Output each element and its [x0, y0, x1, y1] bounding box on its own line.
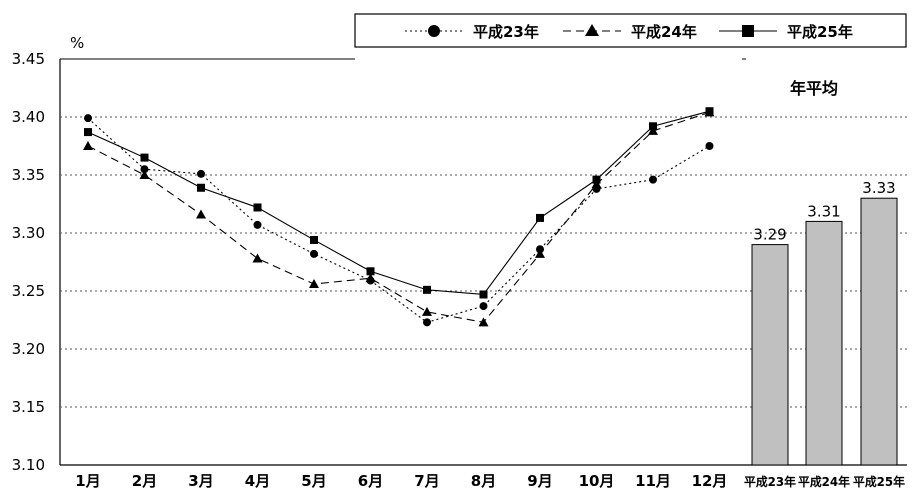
bar-value-label: 3.29 [753, 226, 786, 244]
data-point [705, 142, 714, 150]
data-point [536, 213, 544, 222]
data-point [366, 267, 375, 276]
x-tick-label: 9月 [527, 472, 552, 490]
data-point [197, 183, 205, 192]
data-point [83, 141, 93, 150]
data-point [423, 318, 431, 327]
legend-marker [585, 24, 599, 36]
y-tick-label: 3.25 [12, 282, 45, 300]
bar [860, 197, 898, 466]
data-point [535, 248, 545, 258]
y-axis-unit: % [70, 34, 84, 52]
legend-label: 平成24年 [631, 23, 697, 41]
bar-category-label: 平成23年 [744, 474, 796, 489]
data-point [140, 153, 149, 162]
x-tick-label: 1月 [75, 472, 100, 490]
x-tick-label: 2月 [132, 472, 157, 490]
data-point [309, 279, 319, 289]
x-tick-label: 6月 [358, 472, 383, 490]
annual-average-title: 年平均 [790, 79, 838, 98]
data-point [84, 128, 92, 137]
data-point [310, 235, 318, 244]
legend-label: 平成23年 [473, 23, 539, 41]
data-point [479, 302, 488, 311]
data-point [196, 209, 206, 219]
annual-average-bars: 3.29 平成23年 3.31 平成24年 3.33 平成25年 [744, 179, 905, 489]
data-point [253, 220, 262, 229]
data-point [591, 179, 602, 189]
y-axis: 3.45 3.40 3.35 3.30 3.25 3.20 3.15 3.10 [12, 50, 45, 474]
series-line [87, 117, 710, 323]
x-tick-label: 4月 [245, 472, 270, 490]
bar-category-label: 平成25年 [853, 474, 905, 489]
data-point [649, 175, 657, 184]
x-tick-label: 11月 [635, 472, 671, 490]
y-tick-label: 3.40 [12, 108, 45, 126]
data-point [478, 317, 489, 327]
data-point [140, 165, 149, 174]
bar [751, 244, 789, 466]
x-tick-label: 8月 [471, 472, 496, 490]
data-point [423, 285, 431, 294]
data-point [479, 290, 488, 299]
x-tick-label: 3月 [188, 472, 213, 490]
y-tick-label: 3.20 [12, 340, 45, 358]
bar-value-label: 3.33 [862, 179, 895, 197]
y-tick-label: 3.10 [12, 456, 45, 474]
data-point [310, 249, 318, 258]
x-tick-label: 5月 [301, 472, 326, 490]
y-tick-label: 3.15 [12, 398, 45, 416]
data-point [648, 125, 658, 135]
y-tick-label: 3.30 [12, 224, 45, 242]
bar [805, 220, 843, 466]
data-point [649, 122, 657, 131]
data-point [197, 169, 205, 178]
bar-value-label: 3.31 [807, 202, 840, 220]
data-point [139, 170, 150, 179]
data-point [592, 175, 601, 184]
data-point [422, 306, 432, 316]
data-point [252, 253, 263, 263]
series-line [87, 111, 710, 323]
x-axis: 1月 2月 3月 4月 5月 6月 7月 8月 9月 10月 11月 12月 [75, 472, 727, 490]
y-tick-label: 3.45 [12, 50, 45, 68]
bar-category-label: 平成24年 [798, 474, 850, 489]
legend: 平成23年 平成24年 平成25年 [354, 13, 907, 48]
x-tick-label: 12月 [692, 472, 728, 490]
data-point [84, 114, 92, 123]
series-line [87, 110, 710, 296]
legend-marker [428, 25, 440, 37]
y-tick-label: 3.35 [12, 166, 45, 184]
data-point [365, 273, 376, 283]
series-group [83, 107, 715, 327]
legend-marker [742, 25, 754, 37]
data-point [253, 203, 262, 212]
x-tick-label: 10月 [579, 472, 615, 490]
legend-label: 平成25年 [787, 23, 853, 41]
x-tick-label: 7月 [414, 472, 439, 490]
data-point [705, 107, 714, 116]
